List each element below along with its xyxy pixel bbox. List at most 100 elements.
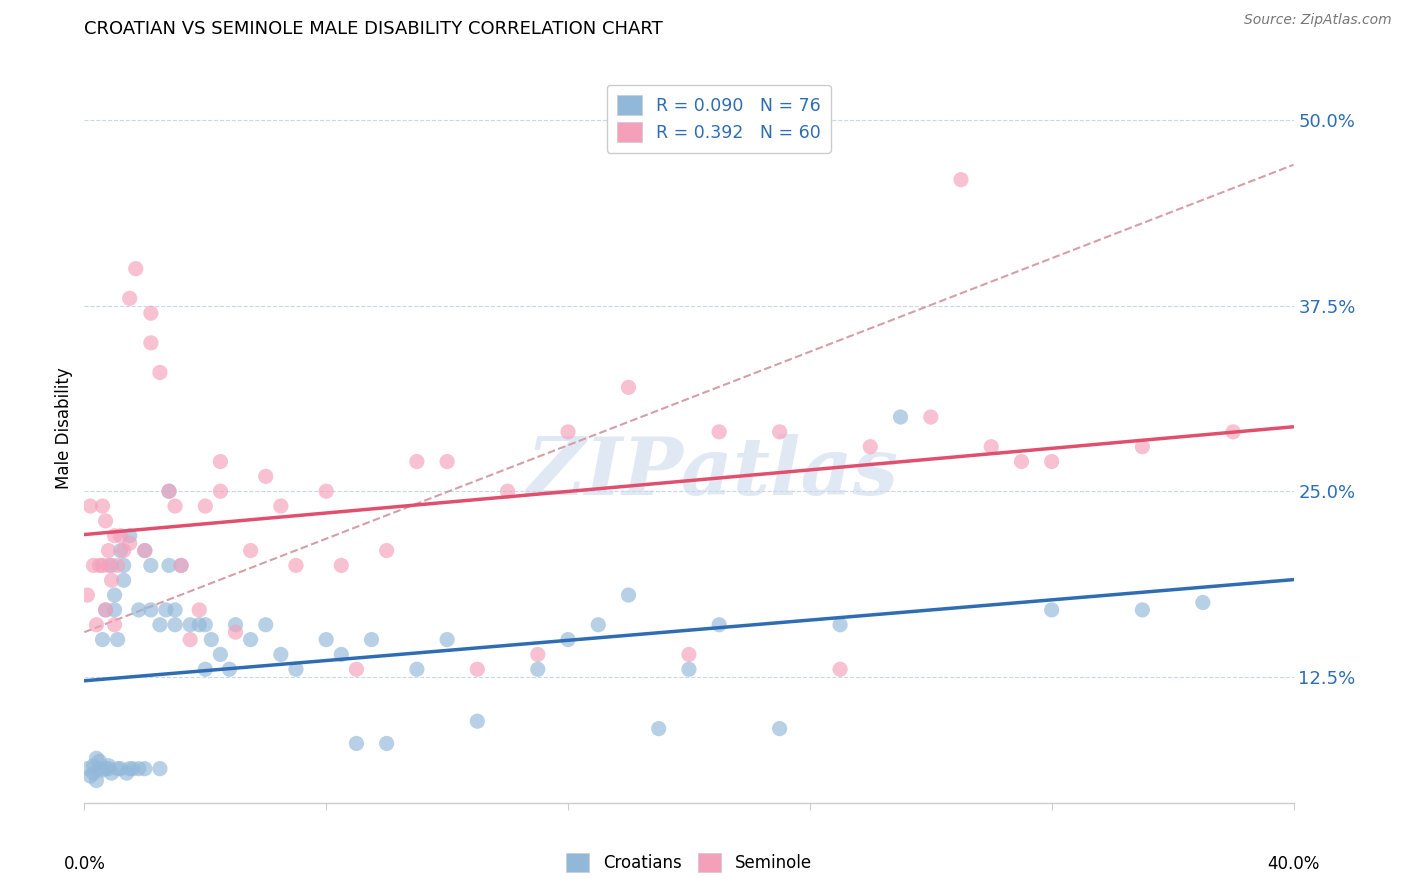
- Point: [315, 484, 337, 499]
- Point: [128, 603, 150, 617]
- Text: Source: ZipAtlas.com: Source: ZipAtlas.com: [1244, 13, 1392, 28]
- Point: [950, 172, 973, 186]
- Point: [467, 662, 489, 676]
- Point: [157, 484, 180, 499]
- Point: [94, 603, 117, 617]
- Point: [678, 662, 700, 676]
- Point: [86, 751, 108, 765]
- Point: [980, 440, 1002, 454]
- Point: [194, 617, 217, 632]
- Point: [270, 499, 292, 513]
- Point: [104, 603, 127, 617]
- Point: [104, 529, 127, 543]
- Point: [188, 617, 211, 632]
- Text: 40.0%: 40.0%: [1267, 855, 1320, 873]
- Point: [107, 558, 129, 573]
- Point: [121, 762, 143, 776]
- Point: [89, 762, 111, 776]
- Point: [769, 425, 792, 439]
- Point: [254, 617, 277, 632]
- Legend: Croatians, Seminole: Croatians, Seminole: [558, 845, 820, 880]
- Point: [86, 773, 108, 788]
- Point: [179, 617, 201, 632]
- Point: [557, 425, 579, 439]
- Point: [155, 603, 177, 617]
- Point: [149, 366, 172, 380]
- Point: [157, 558, 180, 573]
- Point: [112, 543, 135, 558]
- Point: [1222, 425, 1244, 439]
- Point: [1040, 454, 1063, 468]
- Point: [76, 588, 98, 602]
- Point: [76, 762, 98, 776]
- Point: [285, 558, 308, 573]
- Point: [225, 625, 247, 640]
- Point: [209, 454, 232, 468]
- Point: [406, 454, 429, 468]
- Point: [375, 543, 398, 558]
- Point: [165, 617, 187, 632]
- Point: [149, 762, 172, 776]
- Point: [527, 648, 550, 662]
- Point: [149, 617, 172, 632]
- Point: [188, 603, 211, 617]
- Point: [134, 543, 156, 558]
- Point: [360, 632, 382, 647]
- Point: [97, 758, 120, 772]
- Text: 0.0%: 0.0%: [63, 855, 105, 873]
- Point: [617, 588, 640, 602]
- Point: [170, 558, 193, 573]
- Point: [79, 499, 101, 513]
- Point: [125, 261, 148, 276]
- Point: [157, 484, 180, 499]
- Point: [128, 762, 150, 776]
- Point: [91, 558, 114, 573]
- Point: [285, 662, 308, 676]
- Point: [89, 754, 111, 768]
- Point: [79, 769, 101, 783]
- Point: [830, 662, 852, 676]
- Point: [112, 558, 135, 573]
- Point: [270, 648, 292, 662]
- Point: [769, 722, 792, 736]
- Point: [200, 632, 222, 647]
- Point: [436, 632, 458, 647]
- Point: [315, 632, 337, 647]
- Point: [115, 766, 138, 780]
- Point: [100, 573, 122, 587]
- Point: [1192, 595, 1215, 609]
- Text: CROATIAN VS SEMINOLE MALE DISABILITY CORRELATION CHART: CROATIAN VS SEMINOLE MALE DISABILITY COR…: [84, 21, 664, 38]
- Point: [209, 648, 232, 662]
- Point: [170, 558, 193, 573]
- Point: [859, 440, 882, 454]
- Point: [97, 558, 120, 573]
- Point: [225, 617, 247, 632]
- Point: [890, 410, 912, 425]
- Point: [107, 762, 129, 776]
- Point: [118, 536, 141, 550]
- Point: [110, 543, 132, 558]
- Point: [165, 499, 187, 513]
- Point: [118, 291, 141, 305]
- Point: [254, 469, 277, 483]
- Point: [110, 762, 132, 776]
- Point: [139, 335, 162, 350]
- Point: [709, 617, 731, 632]
- Point: [134, 543, 156, 558]
- Point: [97, 543, 120, 558]
- Point: [118, 529, 141, 543]
- Point: [330, 648, 353, 662]
- Point: [617, 380, 640, 394]
- Point: [218, 662, 240, 676]
- Point: [107, 632, 129, 647]
- Point: [94, 603, 117, 617]
- Point: [557, 632, 579, 647]
- Point: [91, 632, 114, 647]
- Point: [1011, 454, 1033, 468]
- Point: [1130, 440, 1153, 454]
- Point: [194, 662, 217, 676]
- Point: [86, 617, 108, 632]
- Point: [82, 766, 104, 780]
- Point: [139, 603, 162, 617]
- Point: [165, 603, 187, 617]
